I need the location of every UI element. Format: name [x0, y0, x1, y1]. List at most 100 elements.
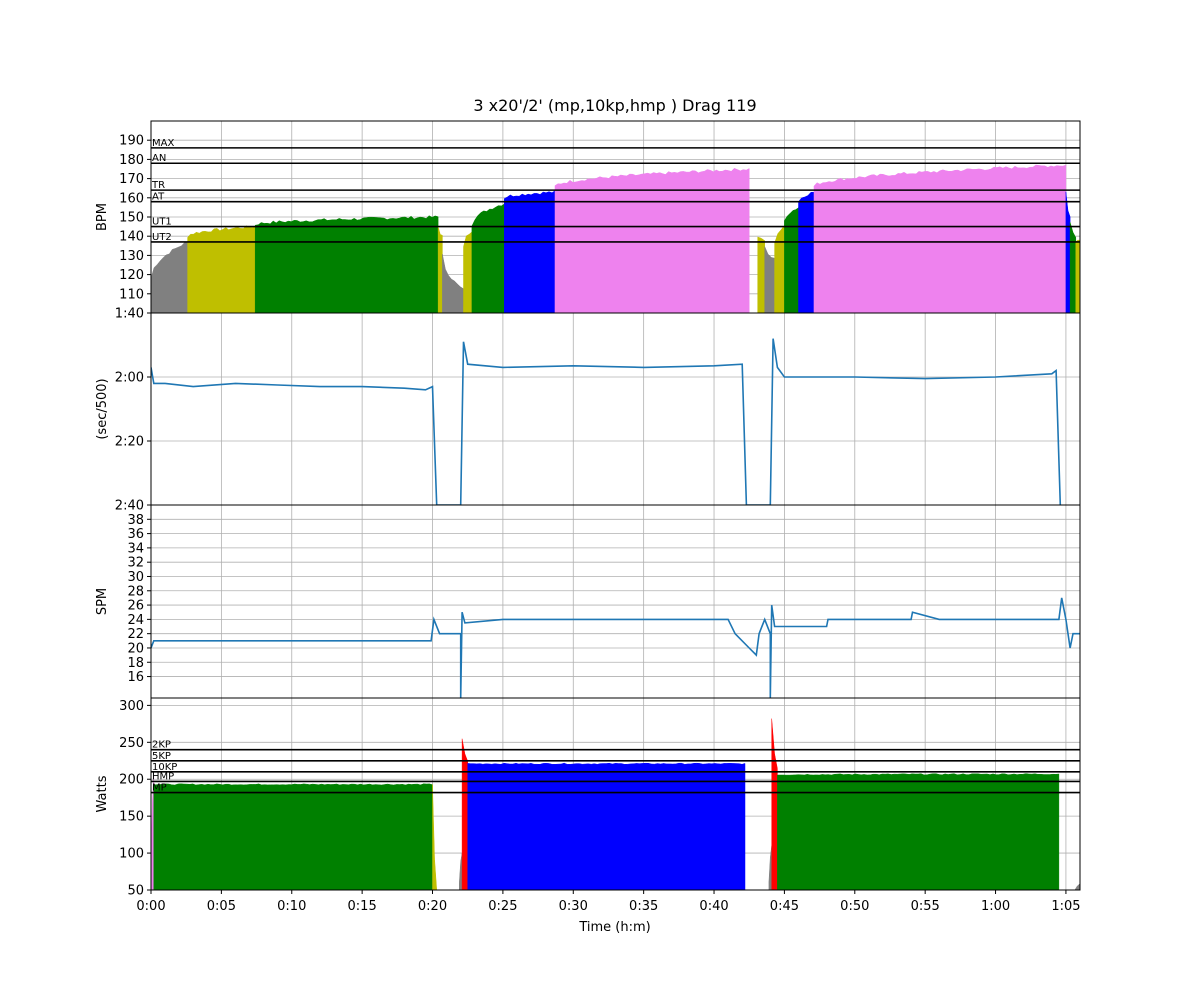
- zone-label-at: AT: [152, 192, 165, 203]
- hr-zone-segment-red: [461, 738, 468, 890]
- zone-label-5kp: 5KP: [152, 751, 171, 762]
- y-tick-label: 300: [119, 699, 144, 714]
- hr-zone-segment-green: [153, 783, 433, 890]
- y-tick-label: 160: [119, 191, 144, 206]
- hr-zone-segment-blue: [467, 762, 746, 890]
- y-tick-label: 24: [127, 613, 144, 628]
- y-tick-label: 130: [119, 249, 144, 264]
- hr-zone-segment-blue: [504, 190, 556, 313]
- hr-zone-segment-violet: [813, 164, 1067, 313]
- y-tick-label: 2:40: [115, 499, 144, 514]
- y-tick-label: 150: [119, 211, 144, 226]
- y-tick-label: 150: [119, 810, 144, 825]
- zone-label-10kp: 10KP: [152, 762, 177, 773]
- y-tick-label: 250: [119, 736, 144, 751]
- y-tick-label: 110: [119, 287, 144, 302]
- hr-zone-segment-yellow: [757, 236, 765, 313]
- x-axis-label: Time (h:m): [578, 920, 650, 935]
- y-tick-label: 2:00: [115, 371, 144, 386]
- y-tick-label: 26: [127, 599, 144, 614]
- hr-zone-segment-gray: [1074, 883, 1080, 890]
- zone-label-max: MAX: [152, 138, 174, 149]
- y-tick-label: 34: [127, 541, 144, 556]
- zone-label-tr: TR: [151, 180, 165, 191]
- y-tick-label: 100: [119, 847, 144, 862]
- hr-zone-segment-green: [1069, 222, 1077, 313]
- y-tick-label: 1:40: [115, 307, 144, 322]
- series-line-pace: [151, 338, 1062, 505]
- panel-frame: [150, 697, 1081, 891]
- plot-area: [151, 147, 1080, 313]
- panel-frame: [150, 312, 1081, 506]
- y-tick-label: 50: [127, 884, 144, 899]
- hr-zone-segment-yellow: [432, 784, 437, 890]
- hr-zone-segment-gray: [151, 241, 188, 313]
- grid-lines: [150, 312, 1080, 506]
- y-axis-label-watts: Watts: [95, 775, 110, 812]
- hr-zone-segment-violet: [151, 775, 155, 890]
- y-tick-label: 32: [127, 556, 144, 571]
- x-tick-label: 0:50: [840, 899, 869, 914]
- hr-zone-segment-yellow: [437, 226, 443, 313]
- hr-zone-segment-violet: [554, 168, 750, 313]
- hr-zone-segment-gray: [768, 845, 772, 890]
- hr-zone-segment-yellow: [463, 231, 473, 313]
- x-tick-label: 0:40: [699, 899, 728, 914]
- x-tick-label: 1:00: [981, 899, 1010, 914]
- x-tick-label: 0:25: [488, 899, 517, 914]
- y-axis-label-spm: SPM: [95, 588, 110, 615]
- y-tick-label: 20: [127, 641, 144, 656]
- hr-zone-segment-green: [784, 207, 799, 313]
- hr-zone-segment-gray: [442, 254, 464, 313]
- y-tick-label: 170: [119, 172, 144, 187]
- hr-zone-segment-gray: [764, 246, 775, 313]
- zone-label-mp: MP: [152, 783, 167, 794]
- x-tick-label: 0:10: [277, 899, 306, 914]
- y-tick-label: 2:20: [115, 435, 144, 450]
- x-tick-label: 0:55: [911, 899, 940, 914]
- x-tick-label: 1:05: [1051, 899, 1080, 914]
- hr-zone-segment-green: [254, 215, 439, 313]
- hr-zone-segment-green: [471, 203, 505, 313]
- y-tick-label: 38: [127, 513, 144, 528]
- grid-lines: [150, 505, 1080, 698]
- series-line-spm: [151, 597, 1080, 698]
- x-tick-label: 0:15: [348, 899, 377, 914]
- y-tick-label: 190: [119, 134, 144, 149]
- hr-zone-segment-yellow: [187, 225, 256, 313]
- plot-area: [151, 718, 1080, 890]
- y-axis-label-pace: (sec/500): [95, 378, 110, 439]
- plot-area: [151, 597, 1080, 698]
- hr-zone-segment-gray: [459, 853, 463, 890]
- x-tick-label: 0:20: [418, 899, 447, 914]
- zone-label-ut1: UT1: [152, 217, 172, 228]
- x-tick-label: 0:45: [770, 899, 799, 914]
- zone-label-hmp: HMP: [152, 771, 174, 782]
- y-tick-label: 180: [119, 153, 144, 168]
- hr-zone-segment-blue: [798, 191, 815, 313]
- y-tick-label: 16: [127, 670, 144, 685]
- hr-zone-segment-red: [771, 718, 778, 890]
- y-tick-label: 140: [119, 230, 144, 245]
- zone-label-an: AN: [152, 153, 166, 164]
- zone-label-ut2: UT2: [152, 232, 172, 243]
- x-tick-label: 0:05: [207, 899, 236, 914]
- x-tick-label: 0:00: [136, 899, 165, 914]
- hr-zone-segment-blue: [1065, 191, 1071, 313]
- y-axis-label-bpm: BPM: [95, 203, 110, 231]
- x-tick-label: 0:35: [629, 899, 658, 914]
- y-tick-label: 18: [127, 656, 144, 671]
- hr-zone-segment-green: [777, 773, 1060, 890]
- plot-area: [151, 338, 1062, 505]
- y-tick-label: 22: [127, 627, 144, 642]
- y-tick-label: 120: [119, 268, 144, 283]
- y-tick-label: 28: [127, 584, 144, 599]
- y-tick-label: 200: [119, 773, 144, 788]
- y-tick-label: 36: [127, 527, 144, 542]
- x-tick-label: 0:30: [559, 899, 588, 914]
